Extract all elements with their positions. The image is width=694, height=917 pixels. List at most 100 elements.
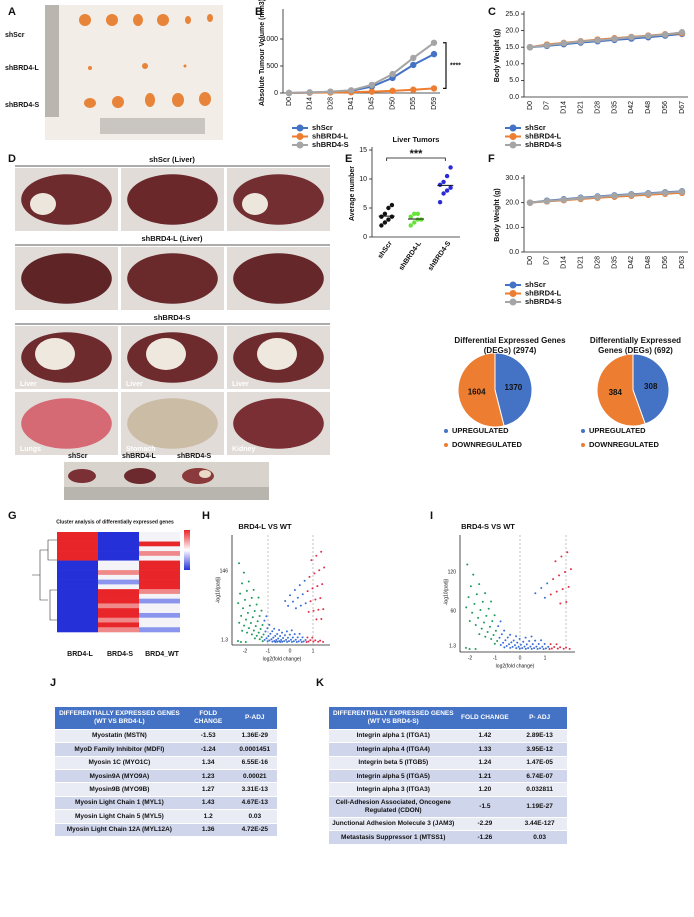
- heatmap-cell: [139, 555, 180, 561]
- table-row: Integrin alpha 5 (ITGA5) 1.21 6.74E-07: [329, 770, 567, 783]
- volcano-dot: [277, 637, 280, 640]
- table-cell: 1.34: [183, 756, 233, 769]
- photo: [45, 5, 223, 140]
- data-point: [412, 211, 417, 216]
- table-cell: Integrin alpha 1 (ITGA1): [329, 729, 458, 743]
- volcano-dot: [511, 645, 514, 648]
- header-cell: DIFFERENTIALLY EXPRESSED GENES (WT VS BR…: [329, 707, 458, 729]
- volcano-dot: [486, 631, 489, 634]
- chart-title: Differentially Expressed Genes (DEGs) (6…: [589, 336, 682, 355]
- heatmap-cell: [98, 584, 139, 590]
- heatmap-cell: [139, 565, 180, 571]
- volcano-dot: [322, 608, 325, 611]
- volcano-dot: [283, 640, 286, 643]
- volcano-dot: [528, 640, 531, 643]
- volcano-dot: [309, 600, 312, 603]
- annotation: ****: [450, 62, 461, 69]
- volcano-dot: [255, 603, 258, 606]
- volcano-dot: [260, 636, 263, 639]
- volcano-dot: [244, 640, 247, 643]
- volcano-dot: [255, 634, 258, 637]
- pie-slice: [457, 352, 505, 428]
- table-cell: 1.27: [183, 783, 233, 796]
- volcano-dot: [561, 588, 564, 591]
- x-tick-label: shScr: [377, 240, 394, 260]
- panel-label: A: [8, 6, 16, 18]
- volcano-dot: [281, 640, 284, 643]
- table-cell: 6.74E-07: [512, 770, 567, 783]
- tumour-samples: [79, 14, 213, 108]
- value-label: 1604: [468, 387, 486, 396]
- x-tick-label: D21: [578, 101, 585, 114]
- heatmap-cell: [139, 612, 180, 619]
- heatmap-cell: [139, 570, 180, 576]
- tumour: [146, 338, 186, 370]
- volcano-dot: [488, 625, 491, 628]
- data-point: [560, 196, 567, 203]
- volcano-dot: [509, 633, 512, 636]
- x-tick-label: shBRD4-L: [398, 240, 424, 272]
- volcano-dot: [273, 627, 276, 630]
- volcano-dot: [478, 633, 481, 636]
- volcano-dot: [275, 639, 278, 642]
- organ: [233, 398, 324, 449]
- ruler: [100, 118, 205, 134]
- panel-label: H: [202, 510, 210, 522]
- data-point: [678, 29, 686, 36]
- volcano-dot: [475, 593, 478, 596]
- volcano-dot: [309, 639, 312, 642]
- panel-label: D: [8, 153, 16, 165]
- volcano-dot: [254, 625, 257, 628]
- data-point: [389, 202, 395, 208]
- legend-marker: [296, 141, 304, 149]
- table-cell: 1.23: [183, 770, 233, 783]
- heatmap-cell: [98, 532, 139, 538]
- heatmap-cell: [139, 598, 180, 604]
- organ: [127, 253, 218, 304]
- table-cell: Myosin 1C (MYO1C): [55, 756, 184, 769]
- volcano-dot: [284, 600, 287, 603]
- volcano-dot: [250, 596, 253, 599]
- data-point: [389, 87, 396, 95]
- volcano-dot: [509, 646, 512, 649]
- table-cell: 1.19E-27: [512, 796, 567, 817]
- volcano-dot: [491, 620, 494, 623]
- volcano-dot: [288, 633, 291, 636]
- y-tick-label: 20.0: [505, 200, 519, 207]
- data-point: [543, 197, 551, 205]
- heatmap-cell: [57, 622, 98, 628]
- liver: [68, 469, 96, 483]
- volcano-dot: [298, 632, 301, 635]
- table-row: Myosin9A (MYO9A) 1.23 0.00021: [55, 770, 277, 783]
- table-cell: 4.67E-13: [232, 796, 277, 810]
- heatmap-cell: [98, 536, 139, 542]
- volcano-dot: [559, 602, 562, 605]
- tumour: [242, 193, 268, 215]
- table-row: Metastasis Suppressor 1 (MTSS1) -1.26 0.03: [329, 831, 567, 844]
- data-point: [577, 195, 584, 202]
- volcano-dot: [498, 636, 501, 639]
- volcano-dot: [289, 594, 292, 597]
- volcano-dot: [544, 647, 547, 650]
- data-point: [368, 81, 376, 89]
- data-point: [448, 185, 453, 190]
- legend-marker: [509, 133, 517, 140]
- table-cell: 6.55E-16: [232, 756, 277, 769]
- volcano-dot: [274, 640, 277, 643]
- volcano-dot: [281, 631, 284, 634]
- value-label: 308: [644, 382, 658, 391]
- data-point: [389, 70, 396, 78]
- y-axis-label: -log10(padj): [443, 578, 449, 605]
- data-point: [543, 42, 551, 49]
- x-tick-label: D14: [561, 101, 568, 114]
- volcano-dot: [290, 640, 293, 643]
- volcano-dot: [258, 638, 261, 641]
- table-cell: 1.42: [457, 729, 513, 743]
- volcano-dot: [530, 635, 533, 638]
- volcano-dot: [285, 630, 288, 633]
- heatmap-cell: [57, 541, 98, 547]
- legend-label: shBRD4-S: [312, 140, 349, 149]
- volcano-dot: [559, 646, 562, 649]
- heatmap-cell: [57, 560, 98, 566]
- x-tick-label: D45: [369, 97, 376, 110]
